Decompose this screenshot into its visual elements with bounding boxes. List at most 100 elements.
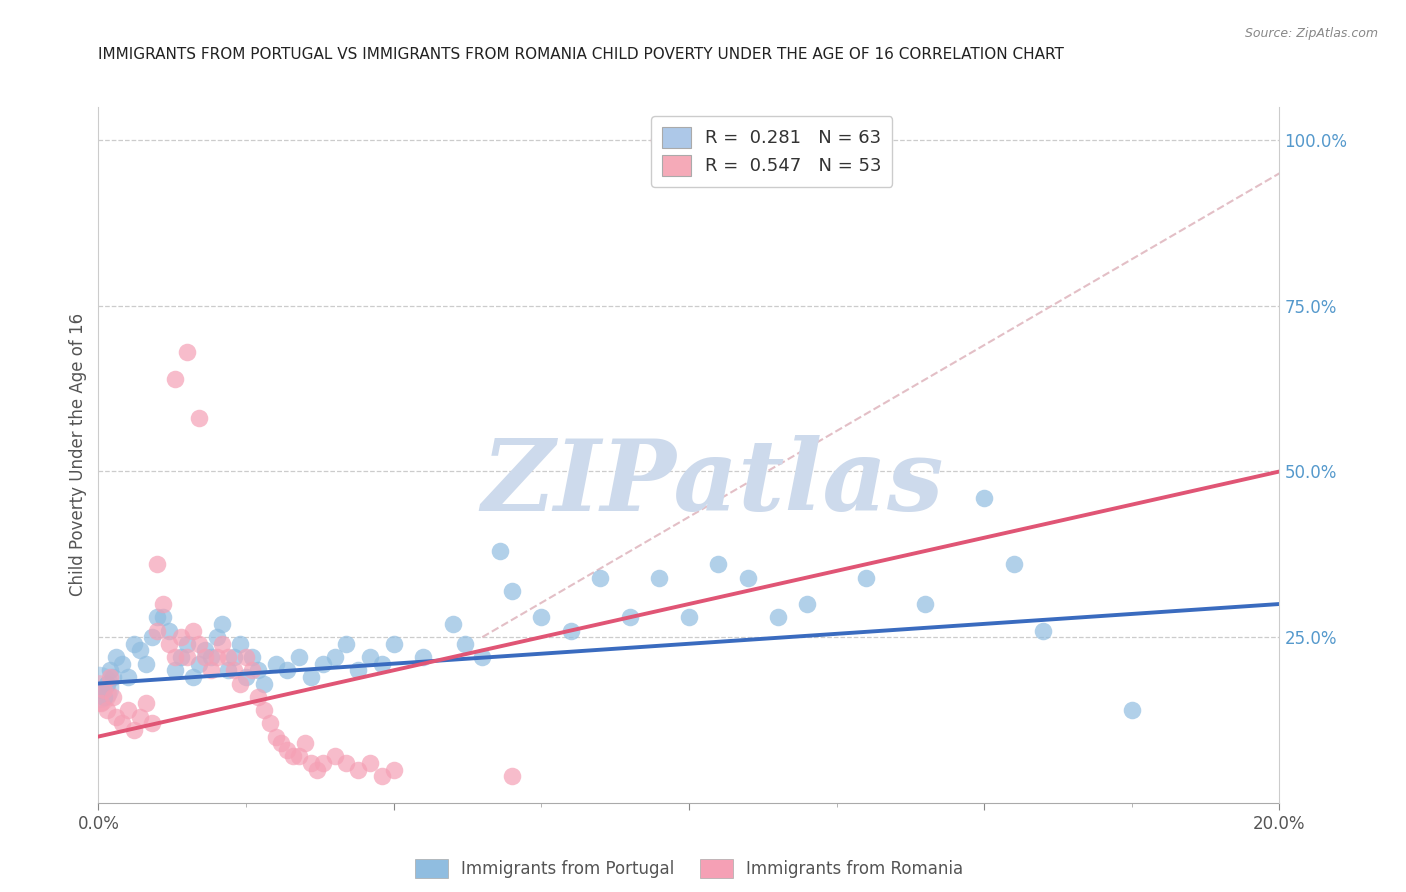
Point bbox=[347, 763, 370, 777]
Point bbox=[96, 703, 118, 717]
Point bbox=[560, 624, 582, 638]
Point bbox=[855, 570, 877, 584]
Point bbox=[90, 697, 112, 711]
Point bbox=[246, 663, 269, 677]
Point bbox=[103, 690, 125, 704]
Point bbox=[648, 570, 671, 584]
Point bbox=[973, 491, 995, 505]
Point bbox=[299, 670, 322, 684]
Point bbox=[229, 676, 252, 690]
Point bbox=[371, 657, 394, 671]
Point bbox=[93, 690, 115, 704]
Point bbox=[382, 637, 405, 651]
Point bbox=[152, 610, 174, 624]
Point bbox=[276, 743, 298, 757]
Point bbox=[187, 657, 209, 671]
Point bbox=[471, 650, 494, 665]
Point bbox=[141, 716, 163, 731]
Point bbox=[176, 345, 198, 359]
Point bbox=[619, 610, 641, 624]
Point bbox=[128, 643, 150, 657]
Point bbox=[181, 624, 204, 638]
Point bbox=[96, 676, 118, 690]
Point bbox=[111, 657, 134, 671]
Legend: Immigrants from Portugal, Immigrants from Romania: Immigrants from Portugal, Immigrants fro… bbox=[408, 853, 970, 885]
Point bbox=[270, 736, 292, 750]
Point bbox=[312, 756, 335, 770]
Point bbox=[766, 610, 789, 624]
Point bbox=[87, 680, 110, 694]
Point bbox=[90, 683, 112, 698]
Point bbox=[335, 756, 357, 770]
Point bbox=[707, 558, 730, 572]
Point bbox=[264, 730, 287, 744]
Text: Source: ZipAtlas.com: Source: ZipAtlas.com bbox=[1244, 27, 1378, 40]
Point bbox=[235, 650, 257, 665]
Point bbox=[264, 657, 287, 671]
Point bbox=[194, 650, 217, 665]
Point bbox=[205, 650, 228, 665]
Point bbox=[93, 683, 115, 698]
Point bbox=[224, 663, 246, 677]
Point bbox=[288, 650, 311, 665]
Point bbox=[312, 657, 335, 671]
Point bbox=[165, 650, 187, 665]
Point bbox=[105, 650, 128, 665]
Point bbox=[530, 610, 553, 624]
Point bbox=[165, 663, 187, 677]
Point bbox=[187, 411, 209, 425]
Point bbox=[224, 650, 246, 665]
Point bbox=[246, 690, 269, 704]
Point bbox=[253, 676, 276, 690]
Point bbox=[157, 624, 180, 638]
Point bbox=[211, 637, 233, 651]
Point bbox=[501, 769, 523, 783]
Point bbox=[98, 670, 121, 684]
Text: ZIPatlas: ZIPatlas bbox=[481, 434, 943, 531]
Point bbox=[187, 637, 209, 651]
Point bbox=[648, 133, 671, 147]
Point bbox=[371, 769, 394, 783]
Point bbox=[441, 616, 464, 631]
Point bbox=[105, 709, 128, 723]
Point bbox=[294, 736, 316, 750]
Point bbox=[382, 763, 405, 777]
Point bbox=[217, 663, 239, 677]
Point bbox=[347, 663, 370, 677]
Point bbox=[359, 756, 381, 770]
Point bbox=[796, 597, 818, 611]
Point bbox=[122, 637, 145, 651]
Point bbox=[205, 630, 228, 644]
Point bbox=[489, 544, 512, 558]
Point bbox=[103, 670, 125, 684]
Point bbox=[117, 670, 139, 684]
Point bbox=[146, 624, 169, 638]
Point bbox=[135, 697, 157, 711]
Point bbox=[299, 756, 322, 770]
Point bbox=[146, 610, 169, 624]
Point bbox=[146, 558, 169, 572]
Point bbox=[194, 643, 217, 657]
Point bbox=[1121, 703, 1143, 717]
Point bbox=[181, 670, 204, 684]
Point bbox=[211, 616, 233, 631]
Point bbox=[589, 570, 612, 584]
Point bbox=[165, 372, 187, 386]
Point bbox=[283, 749, 305, 764]
Point bbox=[117, 703, 139, 717]
Text: IMMIGRANTS FROM PORTUGAL VS IMMIGRANTS FROM ROMANIA CHILD POVERTY UNDER THE AGE : IMMIGRANTS FROM PORTUGAL VS IMMIGRANTS F… bbox=[98, 47, 1064, 62]
Point bbox=[128, 709, 150, 723]
Point bbox=[412, 650, 434, 665]
Point bbox=[111, 716, 134, 731]
Point bbox=[259, 716, 281, 731]
Point bbox=[678, 610, 700, 624]
Point bbox=[217, 650, 239, 665]
Point bbox=[141, 630, 163, 644]
Point bbox=[276, 663, 298, 677]
Point bbox=[235, 670, 257, 684]
Point bbox=[98, 663, 121, 677]
Point bbox=[335, 637, 357, 651]
Point bbox=[170, 630, 193, 644]
Point bbox=[253, 703, 276, 717]
Point bbox=[288, 749, 311, 764]
